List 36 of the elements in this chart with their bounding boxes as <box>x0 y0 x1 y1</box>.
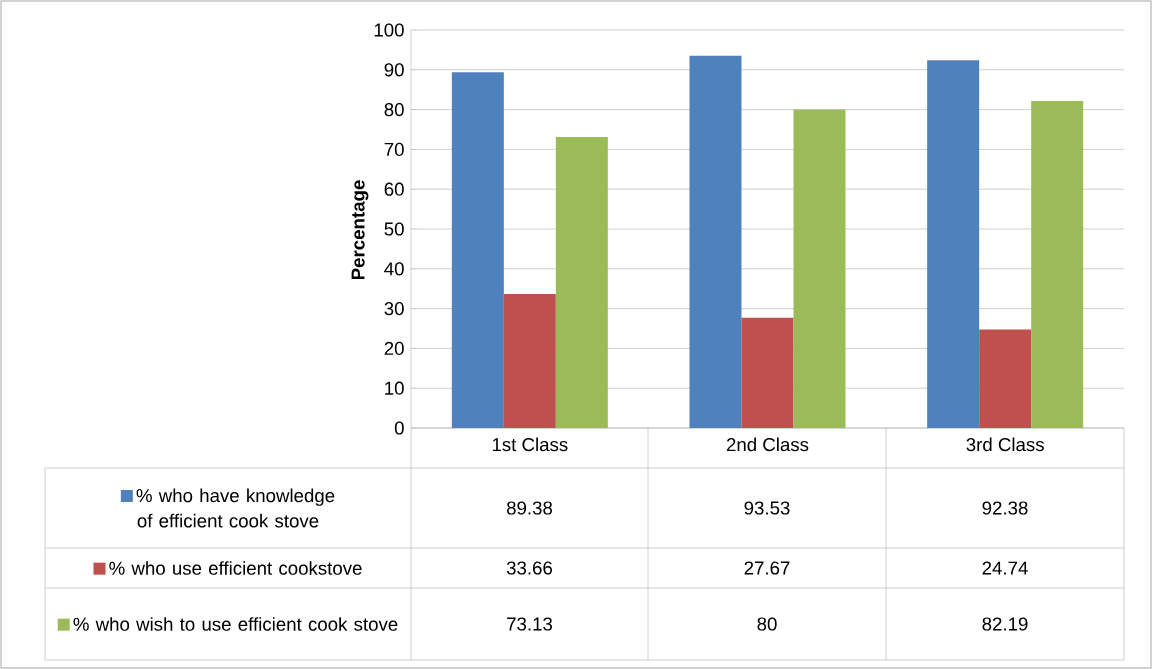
data-label: 24.74 <box>982 561 1028 575</box>
y-tick-label: 30 <box>384 301 404 316</box>
y-tick-label: 40 <box>384 262 404 276</box>
bar <box>555 136 608 428</box>
y-tick-label: 70 <box>384 142 404 157</box>
data-label: 73.13 <box>507 617 553 631</box>
data-label: 33.66 <box>506 561 553 575</box>
data-label: 82.19 <box>982 617 1028 631</box>
legend-label: % who wish to use efficient cook stove <box>73 617 398 631</box>
x-tick-label: 1st Class <box>492 437 568 452</box>
y-tick-label: 100 <box>374 23 404 37</box>
data-label: 89.38 <box>506 501 553 515</box>
y-tick-label: 50 <box>384 222 404 236</box>
y-tick-label: 80 <box>384 102 404 117</box>
bar <box>503 294 556 428</box>
bar <box>689 55 742 428</box>
y-axis-title: Percentage <box>351 180 369 280</box>
data-label: 93.53 <box>744 501 790 515</box>
legend-label: % who use efficient cookstove <box>109 561 362 575</box>
data-label: 80 <box>757 617 777 631</box>
bar <box>793 109 846 428</box>
y-tick-label: 0 <box>394 421 404 435</box>
y-tick-label: 10 <box>385 381 404 395</box>
y-tick-label: 20 <box>384 341 404 356</box>
x-tick-label: 3rd Class <box>966 437 1044 452</box>
bar <box>1031 100 1084 428</box>
y-tick-label: 60 <box>384 182 404 196</box>
bar <box>451 72 504 428</box>
y-tick-label: 90 <box>384 63 404 77</box>
x-tick-label: 2nd Class <box>726 437 809 452</box>
bar <box>927 60 980 428</box>
bar <box>979 329 1032 428</box>
data-label: 92.38 <box>982 501 1028 515</box>
data-label: 27.67 <box>744 561 790 575</box>
bar <box>741 317 794 428</box>
legend-label: % who have knowledge of efficient cook stove <box>136 488 335 528</box>
